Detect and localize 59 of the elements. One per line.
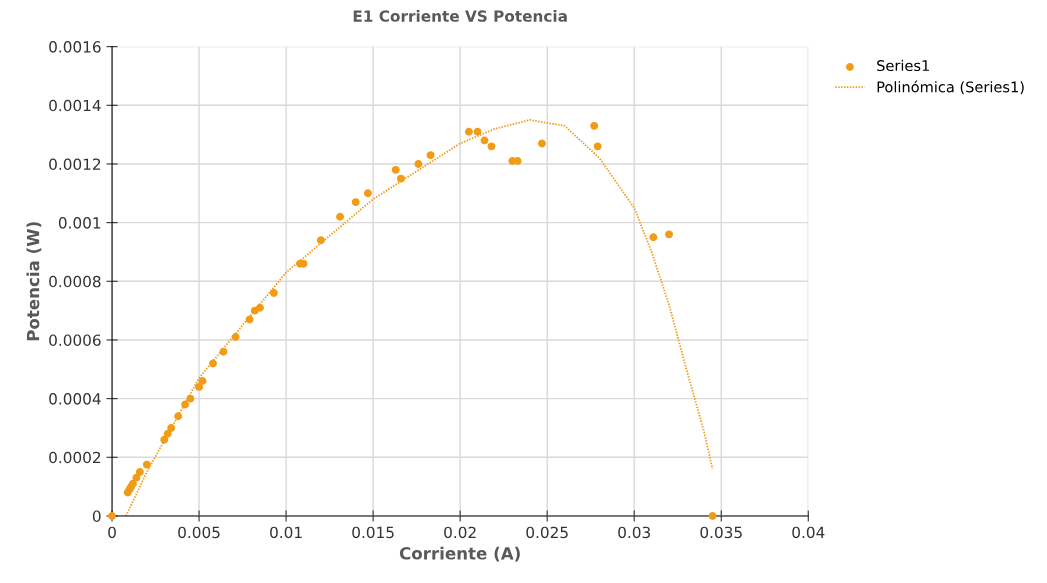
point [593, 142, 602, 151]
x-tick-label: 0.005 [178, 526, 220, 539]
x-tick-label: 0.03 [618, 526, 650, 539]
y-tick-label: 0.0004 [49, 393, 101, 405]
y-axis-title: Potencia (W) [26, 222, 42, 341]
point [186, 394, 195, 403]
point [590, 121, 599, 130]
point [363, 189, 372, 198]
point [167, 424, 176, 432]
point [464, 127, 473, 136]
point [231, 333, 240, 341]
point [538, 139, 546, 148]
point [256, 303, 264, 312]
point [351, 198, 360, 207]
y-tick-label: 0.0016 [49, 41, 101, 53]
x-tick-label: 0.035 [700, 526, 742, 539]
legend-label: Polinómica (Series1) [877, 80, 1024, 95]
point [219, 347, 228, 356]
point [336, 212, 345, 221]
point [665, 230, 673, 239]
point [426, 151, 435, 160]
point [132, 473, 141, 482]
x-tick-label: 0.015 [352, 526, 394, 539]
x-tick-label: 0.02 [444, 526, 476, 539]
point [198, 377, 207, 385]
y-tick-label: 0 [92, 510, 101, 522]
line-series [125, 119, 714, 516]
point [245, 315, 254, 324]
x-tick-label: 0.04 [792, 526, 825, 539]
point [397, 174, 405, 183]
point [316, 236, 325, 245]
point [480, 136, 489, 145]
y-tick-label: 0.001 [58, 217, 101, 229]
y-tick-label: 0.0014 [49, 99, 101, 112]
point [195, 382, 204, 391]
x-tick-label: 0 [108, 526, 116, 539]
point [391, 165, 400, 174]
point [473, 127, 482, 136]
point [269, 289, 278, 297]
chart-title: E1 Corriente VS Potencia [353, 10, 567, 22]
x-axis-title: Corriente (A) [399, 546, 520, 562]
point [209, 359, 217, 368]
point [174, 412, 183, 421]
point [414, 160, 423, 168]
point [135, 468, 144, 476]
point [160, 435, 169, 444]
point [649, 233, 658, 242]
y-tick-label: 0.0002 [49, 451, 101, 464]
y-tick-label: 0.0012 [49, 158, 101, 170]
point [487, 142, 496, 151]
legend-label: Series1 [877, 59, 929, 72]
point [163, 429, 172, 438]
point [181, 400, 190, 409]
point [708, 512, 717, 520]
x-tick-label: 0.025 [526, 526, 568, 539]
y-tick-label: 0.0008 [49, 275, 101, 288]
point [142, 460, 151, 469]
x-tick-label: 0.01 [270, 526, 302, 539]
y-tick-label: 0.0006 [49, 334, 101, 346]
